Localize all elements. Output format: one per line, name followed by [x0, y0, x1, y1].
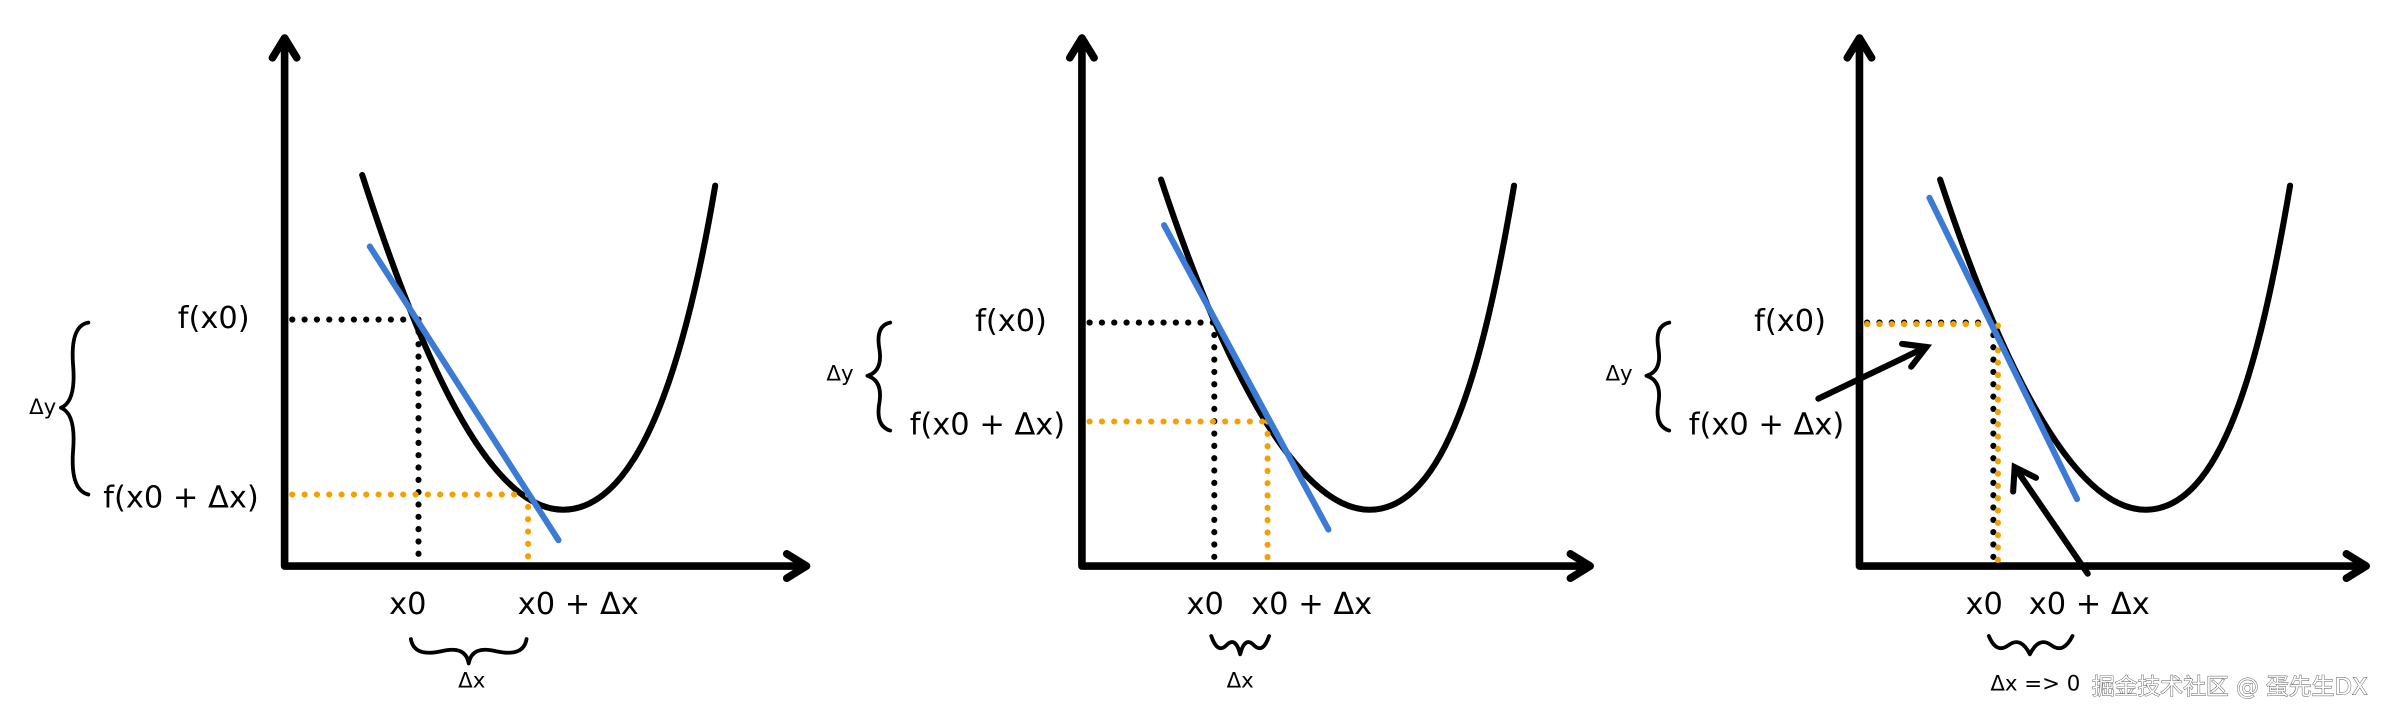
label-delta-y: Δy: [826, 361, 853, 386]
brace-x: [1986, 634, 2075, 657]
panel-2: f(x0) f(x0 + Δx) Δy x0 x0 + Δx Δx: [826, 34, 1594, 694]
x0-dx-guide: [289, 491, 532, 570]
brace-x: [408, 637, 529, 666]
x0-guide: [1864, 319, 1997, 570]
x0-guide: [1086, 319, 1218, 570]
axes: [268, 34, 811, 583]
curve: [359, 171, 719, 513]
label-delta-y: Δy: [29, 395, 56, 420]
secant-line: [1926, 194, 2081, 503]
label-f-x0: f(x0): [1754, 304, 1826, 339]
arrow-to-f: [1815, 340, 1933, 402]
label-f-x0-dx: f(x0 + Δx): [1689, 408, 1844, 443]
brace-y: [1644, 320, 1672, 433]
x0-dx-guide: [1086, 418, 1271, 570]
label-x0: x0: [1186, 587, 1223, 622]
panel-1: f(x0) f(x0 + Δx) Δy x0 x0 + Δx Δx: [29, 34, 811, 694]
label-x0-dx: x0 + Δx: [518, 587, 639, 622]
label-x0: x0: [1966, 587, 2003, 622]
brace-y: [59, 320, 91, 497]
label-delta-x: Δx: [458, 669, 485, 694]
label-f-x0-dx: f(x0 + Δx): [910, 408, 1065, 443]
secant-line: [366, 243, 562, 544]
x0-dx-guide: [1864, 321, 2001, 570]
label-x0: x0: [389, 587, 426, 622]
label-f-x0-dx: f(x0 + Δx): [103, 481, 258, 516]
watermark: 掘金技术社区 @ 蛋先生DX: [2092, 674, 2368, 700]
label-f-x0: f(x0): [178, 301, 250, 336]
arrow-to-x: [2010, 462, 2091, 577]
label-delta-x: Δx: [1227, 669, 1254, 694]
label-delta-x: Δx => 0: [1990, 672, 2080, 697]
axes: [1843, 34, 2370, 583]
label-x0-dx: x0 + Δx: [1251, 587, 1372, 622]
brace-y: [865, 320, 893, 433]
brace-x: [1209, 634, 1271, 657]
panel-3: f(x0) f(x0 + Δx) Δy x0 x0 + Δx Δx => 0: [1605, 34, 2370, 697]
label-f-x0: f(x0): [975, 304, 1047, 339]
label-x0-dx: x0 + Δx: [2029, 587, 2150, 622]
label-delta-y: Δy: [1605, 361, 1632, 386]
secant-line: [1161, 222, 1332, 533]
x0-guide: [289, 316, 422, 570]
axes: [1065, 34, 1594, 583]
